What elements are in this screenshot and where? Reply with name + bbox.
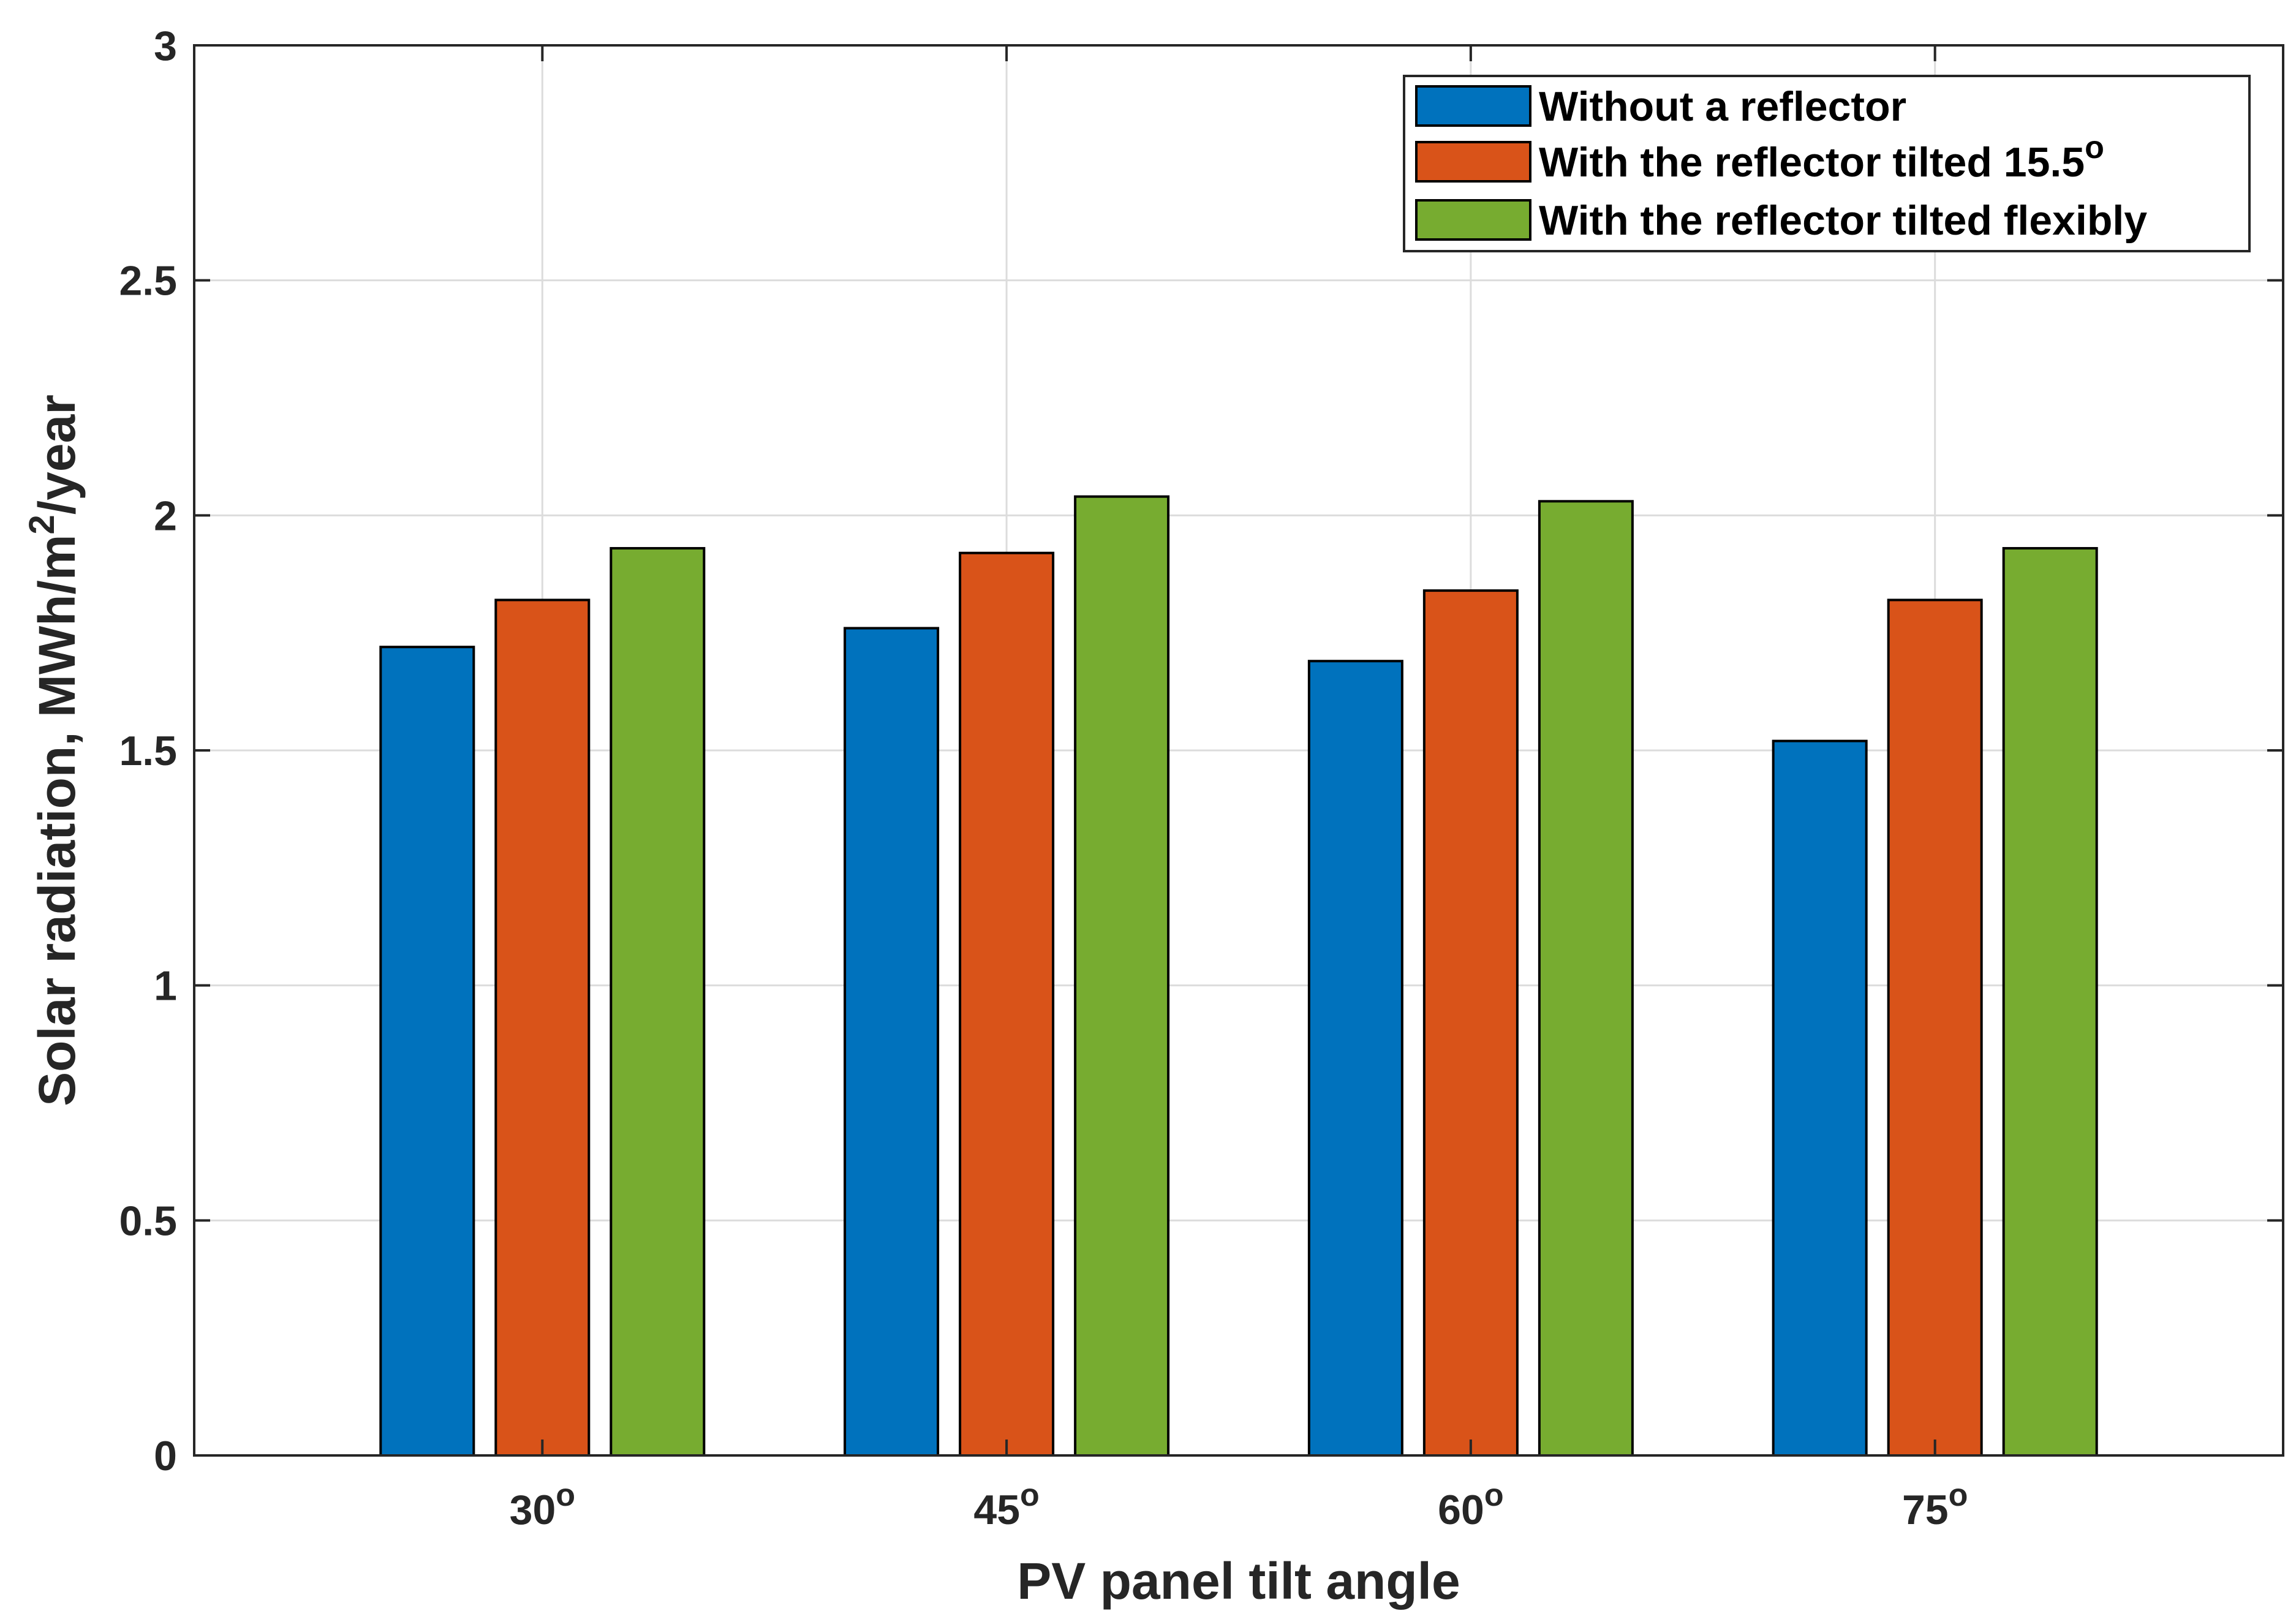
bar bbox=[379, 646, 475, 1457]
y-tick-label: 0.5 bbox=[119, 1198, 177, 1244]
y-tick-label: 2.5 bbox=[119, 258, 177, 304]
bar bbox=[1772, 739, 1868, 1457]
bar bbox=[1074, 495, 1170, 1457]
bar bbox=[844, 627, 940, 1457]
x-tick-label: 60o bbox=[1438, 1477, 1503, 1533]
y-tick-label: 1 bbox=[154, 963, 177, 1010]
legend-label: With the reflector tilted 15.5o bbox=[1539, 130, 2104, 186]
legend-label: Without a reflector bbox=[1539, 83, 1906, 130]
legend-label: With the reflector tilted flexibly bbox=[1539, 197, 2147, 244]
bar bbox=[1422, 589, 1519, 1457]
legend-swatch bbox=[1415, 141, 1531, 183]
y-axis-ticks: 0 0.5 1 1.5 2 2.5 3 bbox=[119, 23, 2283, 1479]
legend-swatch bbox=[1415, 199, 1531, 241]
x-tick-label: 45o bbox=[973, 1477, 1039, 1533]
y-axis-title: Solar radiation, MWh/m2/year bbox=[22, 394, 86, 1106]
legend-swatch bbox=[1415, 85, 1531, 127]
x-tick-label: 75o bbox=[1902, 1477, 1968, 1533]
x-axis-title: PV panel tilt angle bbox=[1017, 1552, 1460, 1610]
bar bbox=[959, 551, 1055, 1457]
bar bbox=[1538, 500, 1634, 1457]
bar bbox=[610, 547, 706, 1457]
x-tick-label: 30o bbox=[510, 1477, 575, 1533]
legend-box bbox=[1403, 75, 2251, 252]
bars-group bbox=[379, 495, 2098, 1457]
y-tick-label: 2 bbox=[154, 492, 177, 539]
bar bbox=[2002, 547, 2098, 1457]
y-tick-label: 0 bbox=[154, 1433, 177, 1479]
y-tick-label: 3 bbox=[154, 23, 177, 69]
bar bbox=[1307, 660, 1403, 1457]
x-axis-ticks: 30o 45o 60o 75o bbox=[510, 45, 1968, 1533]
y-tick-label: 1.5 bbox=[119, 728, 177, 774]
bar bbox=[1887, 598, 1983, 1457]
bar bbox=[494, 598, 591, 1457]
